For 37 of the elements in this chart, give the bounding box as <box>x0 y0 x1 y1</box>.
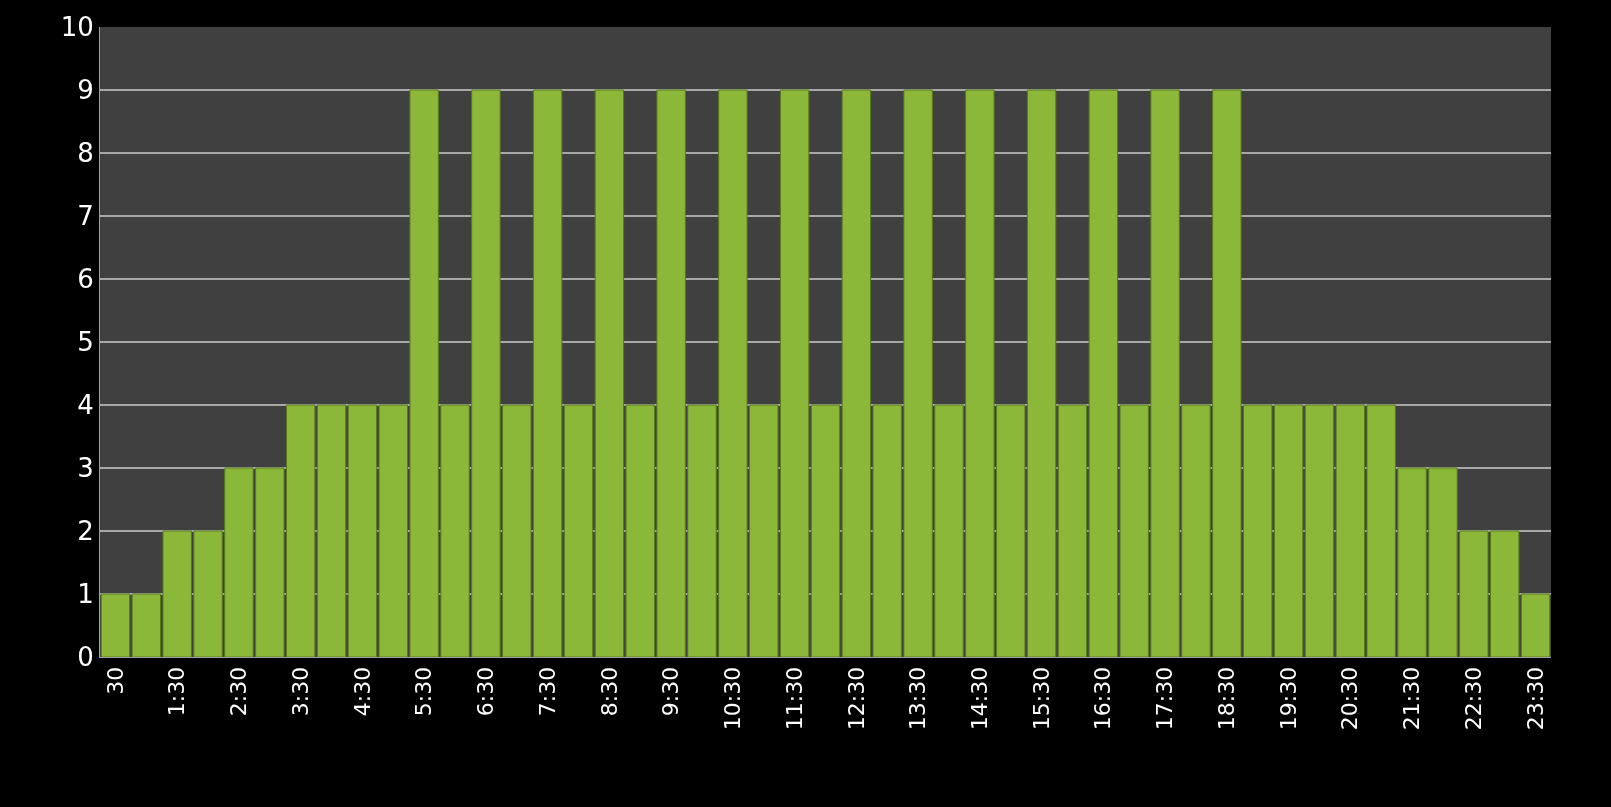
x-tick-label: 16:30 <box>1090 666 1116 731</box>
x-tick-label: 10:30 <box>720 666 746 731</box>
y-tick-label: 1 <box>77 579 94 610</box>
x-tick-label: 12:30 <box>843 666 869 731</box>
y-tick-label: 3 <box>77 453 94 484</box>
x-tick-label: 19:30 <box>1275 666 1301 731</box>
x-tick-label: 13:30 <box>905 666 931 731</box>
y-tick-label: 2 <box>77 516 94 547</box>
x-tick-label: 6:30 <box>473 666 499 717</box>
y-tick-label: 0 <box>77 642 94 673</box>
y-tick-label: 10 <box>60 12 94 43</box>
x-tick-label: 14:30 <box>967 666 993 731</box>
x-tick-label: 11:30 <box>781 666 807 731</box>
x-tick-label: 18:30 <box>1213 666 1239 731</box>
x-tick-label: 7:30 <box>534 666 560 717</box>
x-tick-label: 9:30 <box>658 666 684 717</box>
x-tick-label: 2:30 <box>226 666 252 717</box>
x-tick-label: 30 <box>102 666 128 695</box>
y-tick-label: 6 <box>77 264 94 295</box>
x-tick-label: 17:30 <box>1152 666 1178 731</box>
x-tick-label: 8:30 <box>596 666 622 717</box>
x-tick-label: 22:30 <box>1460 666 1486 731</box>
x-tick-label: 5:30 <box>411 666 437 717</box>
y-tick-label: 9 <box>77 75 94 106</box>
x-tick-label: 3:30 <box>287 666 313 717</box>
y-tick-label: 8 <box>77 138 94 169</box>
x-tick-label: 20:30 <box>1337 666 1363 731</box>
y-tick-label: 4 <box>77 390 94 421</box>
bar <box>810 404 841 657</box>
x-tick-label: 4:30 <box>349 666 375 717</box>
x-tick-label: 15:30 <box>1028 666 1054 731</box>
y-tick-label: 5 <box>77 327 94 358</box>
x-tick-label: 21:30 <box>1399 666 1425 731</box>
x-tick-label: 1:30 <box>164 666 190 717</box>
bar <box>1057 404 1088 657</box>
y-tick-label: 7 <box>77 201 94 232</box>
x-tick-label: 23:30 <box>1522 666 1548 731</box>
